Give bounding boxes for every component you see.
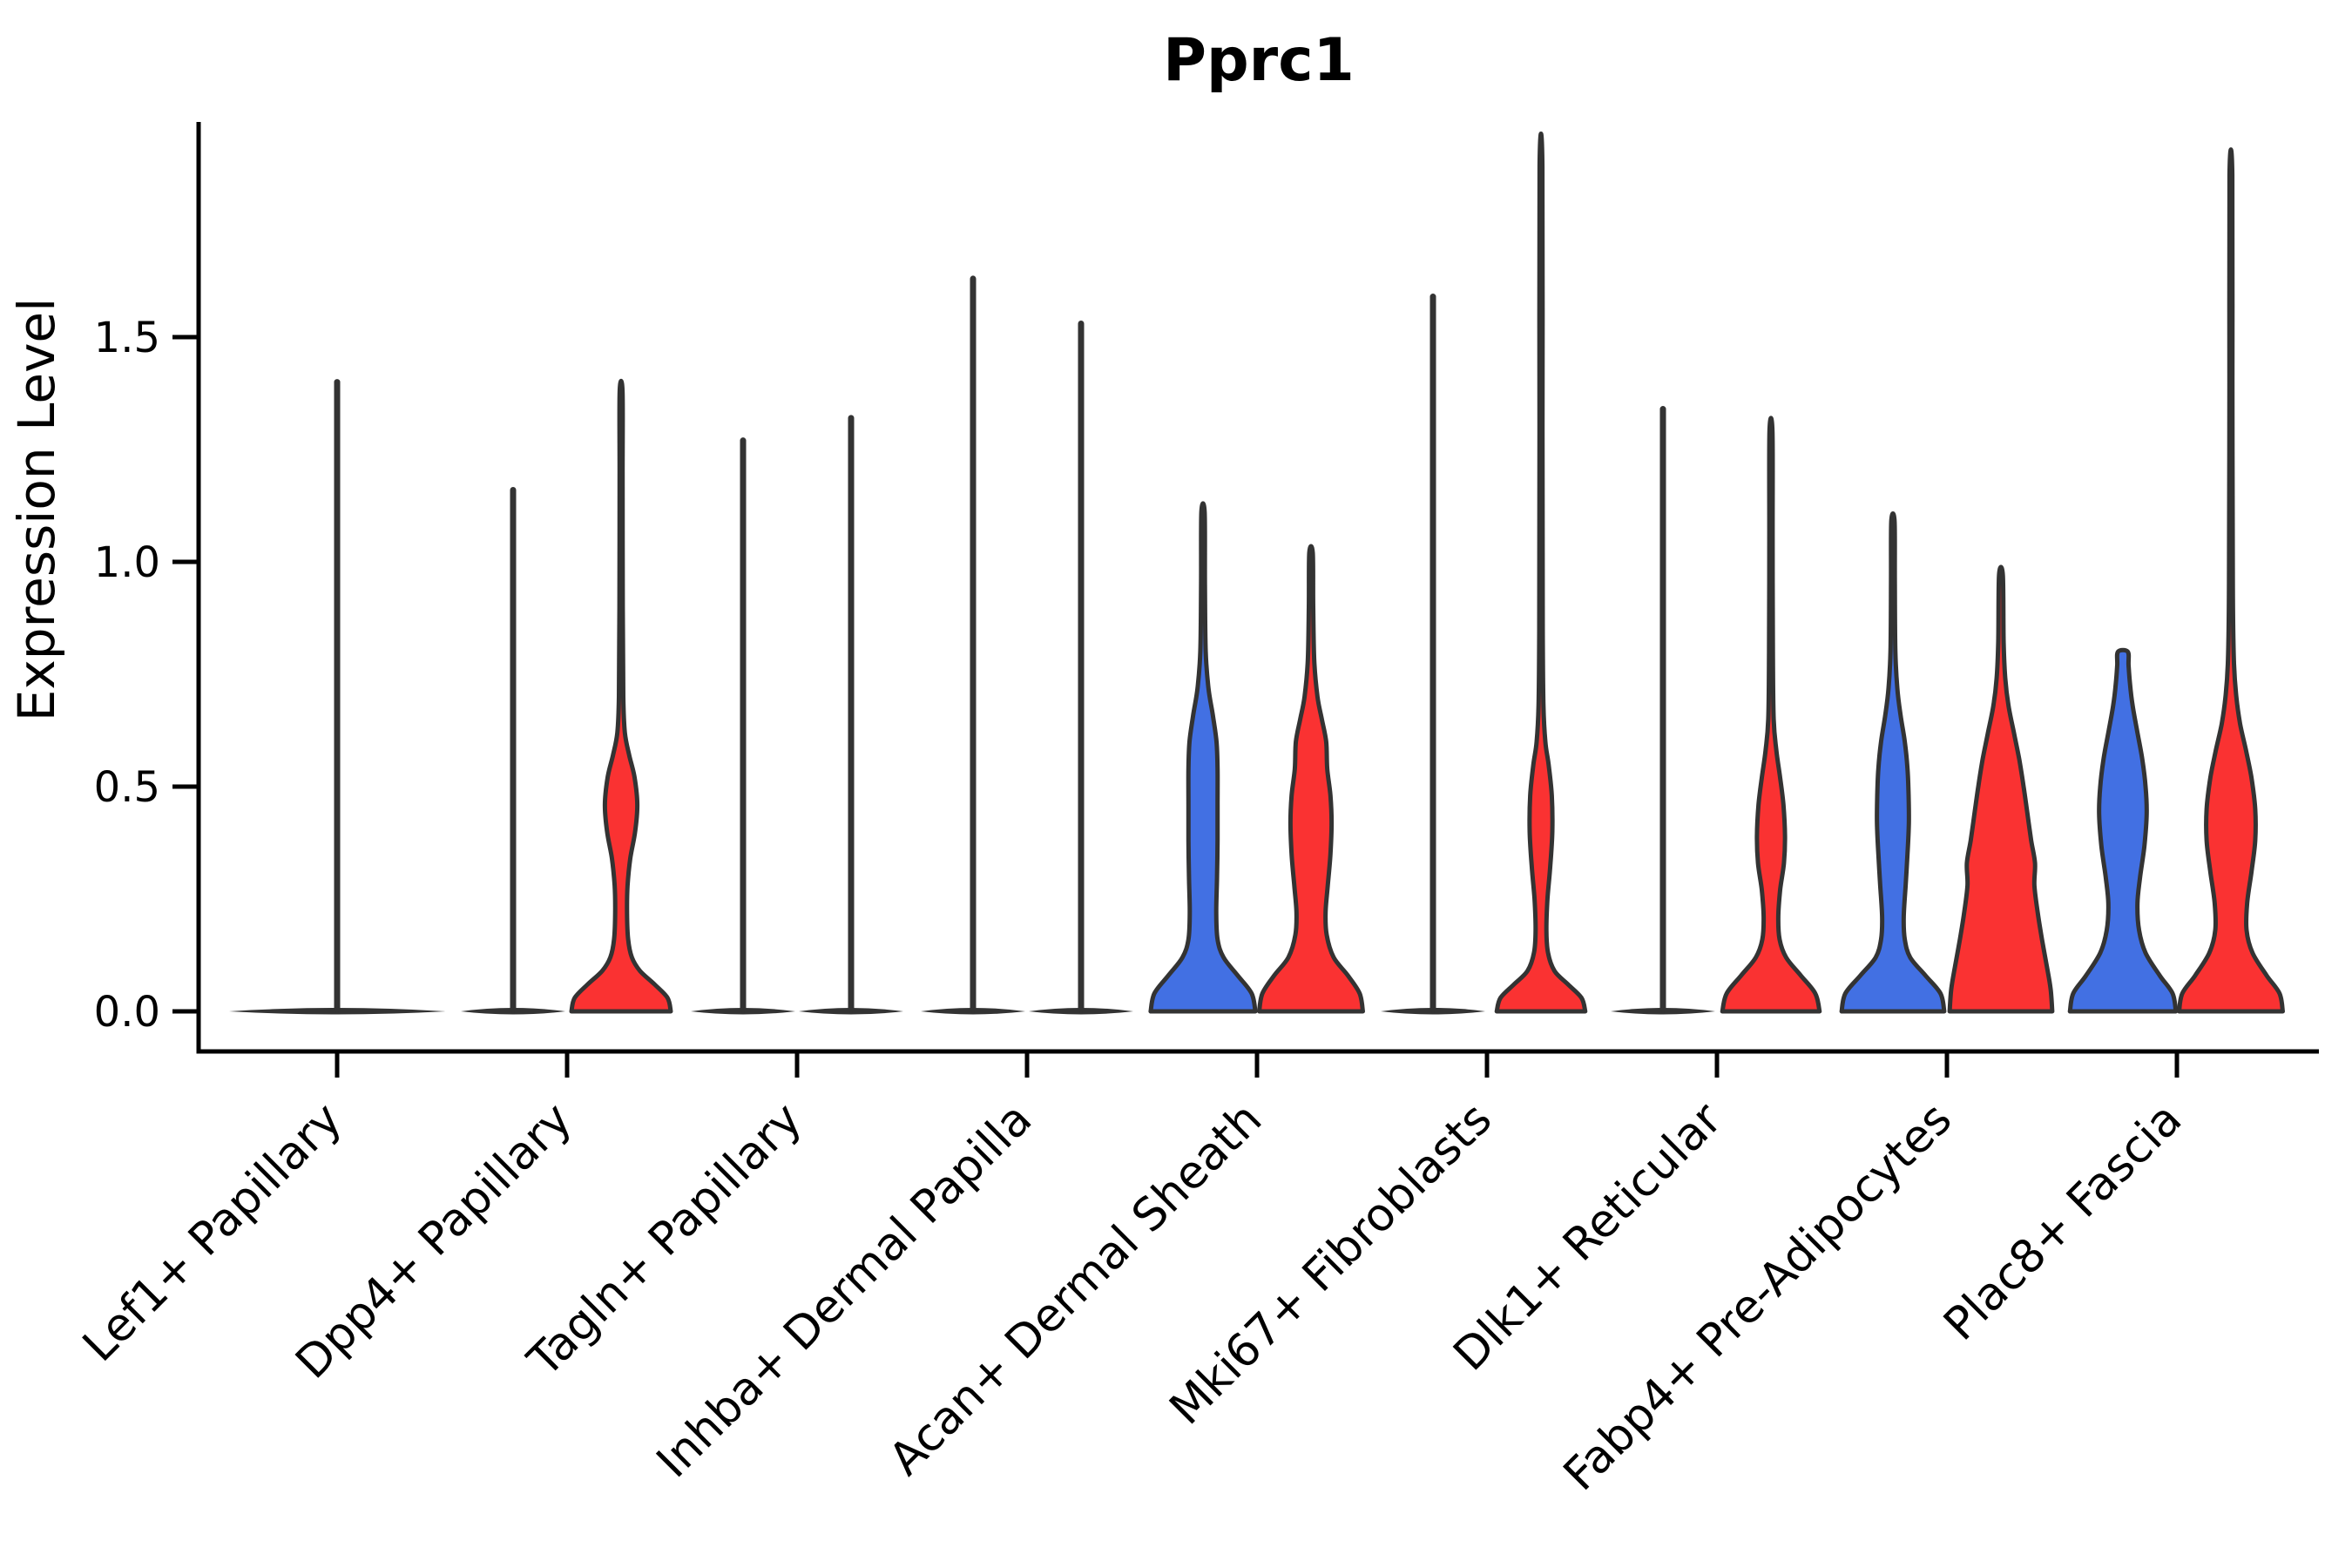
- violin-red: [1257, 544, 1365, 1014]
- violin-red: [569, 378, 673, 1014]
- violin-red: [1720, 416, 1822, 1014]
- violin-red: [1947, 564, 2055, 1014]
- chart-title: Pprc1: [1163, 26, 1355, 95]
- x-tick-label: Fabp4+ Pre-Adipocytes: [1554, 1093, 1962, 1501]
- x-tick-label: Inhba+ Dermal Papilla: [647, 1093, 1042, 1488]
- violin-red: [2177, 147, 2285, 1014]
- x-tick-label: Acan+ Dermal Sheath: [880, 1093, 1273, 1486]
- violin-blue: [1839, 511, 1947, 1014]
- x-tick-label: Plac8+ Fascia: [1934, 1093, 2192, 1351]
- axis-spine: [196, 122, 2319, 1054]
- y-tick-label: 0.5: [94, 763, 160, 812]
- violin-red: [1494, 132, 1588, 1014]
- y-tick-label: 1.5: [94, 314, 160, 362]
- violin-blue: [2067, 647, 2179, 1014]
- axes: [172, 122, 2319, 1078]
- y-tick-label: 1.0: [94, 538, 160, 587]
- y-axis-label: Expression Level: [7, 298, 66, 721]
- violins: [229, 132, 2285, 1015]
- y-tick-label: 0.0: [94, 988, 160, 1037]
- violin-blue: [1148, 501, 1258, 1014]
